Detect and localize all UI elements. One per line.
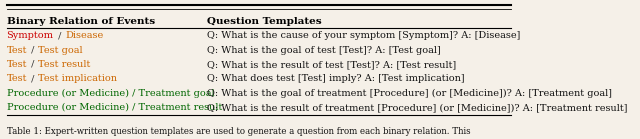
Text: Symptom: Symptom — [6, 31, 54, 40]
Text: Procedure (or Medicine) / Treatment goal: Procedure (or Medicine) / Treatment goal — [6, 89, 214, 98]
Text: Test goal: Test goal — [38, 46, 83, 55]
Text: Test: Test — [6, 60, 27, 69]
Text: Q: What is the goal of treatment [Procedure] (or [Medicine])? A: [Treatment goal: Q: What is the goal of treatment [Proced… — [207, 89, 612, 98]
Text: Q: What is the result of test [Test]? A: [Test result]: Q: What is the result of test [Test]? A:… — [207, 60, 456, 69]
Text: Disease: Disease — [65, 31, 104, 40]
Text: Test: Test — [6, 46, 27, 55]
Text: /: / — [28, 74, 37, 83]
Text: /: / — [28, 46, 37, 55]
Text: Test result: Test result — [38, 60, 90, 69]
Text: Q: What is the cause of your symptom [Symptom]? A: [Disease]: Q: What is the cause of your symptom [Sy… — [207, 31, 520, 40]
Text: Procedure (or Medicine) / Treatment result: Procedure (or Medicine) / Treatment resu… — [6, 103, 222, 112]
Text: Binary Relation of Events: Binary Relation of Events — [6, 17, 155, 26]
Text: Q: What is the result of treatment [Procedure] (or [Medicine])? A: [Treatment re: Q: What is the result of treatment [Proc… — [207, 103, 628, 112]
Text: Table 1: Expert-written question templates are used to generate a question from : Table 1: Expert-written question templat… — [6, 127, 470, 136]
Text: Q: What is the goal of test [Test]? A: [Test goal]: Q: What is the goal of test [Test]? A: [… — [207, 46, 441, 55]
Text: /: / — [28, 60, 37, 69]
Text: Q: What does test [Test] imply? A: [Test implication]: Q: What does test [Test] imply? A: [Test… — [207, 74, 465, 83]
Text: Test implication: Test implication — [38, 74, 116, 83]
Text: Question Templates: Question Templates — [207, 17, 322, 26]
Text: /: / — [55, 31, 65, 40]
Text: Test: Test — [6, 74, 27, 83]
